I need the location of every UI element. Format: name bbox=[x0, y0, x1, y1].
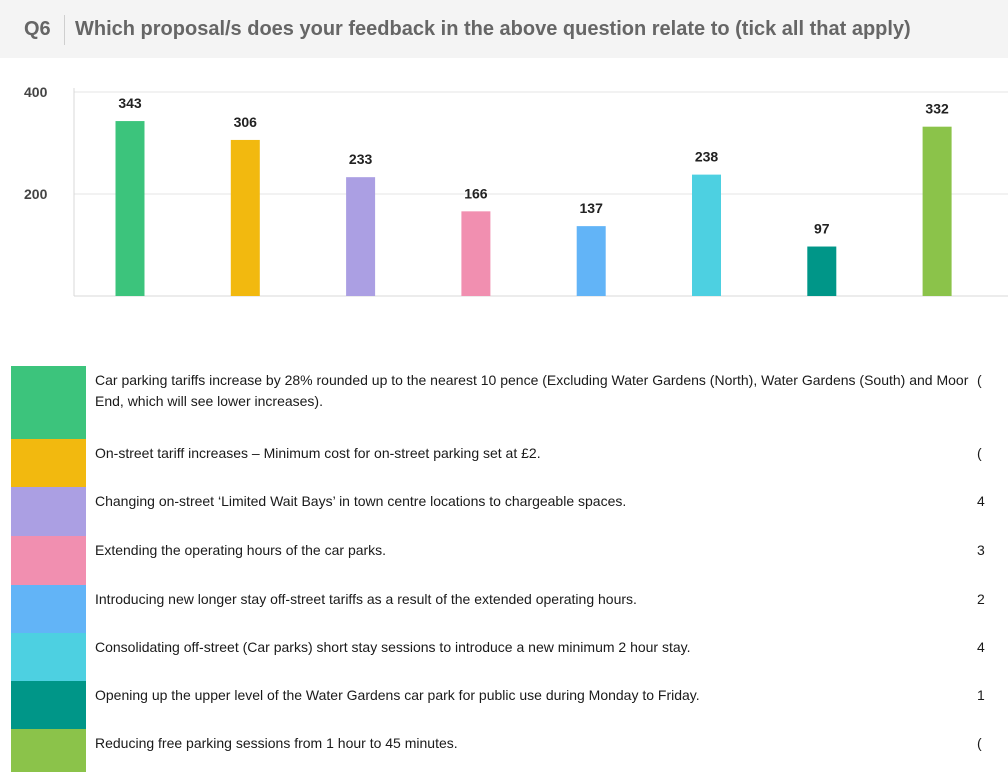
legend-swatch bbox=[11, 729, 86, 772]
legend-item: Consolidating off-street (Car parks) sho… bbox=[11, 633, 1008, 681]
bar-value-label: 137 bbox=[580, 200, 604, 216]
legend-count: ( bbox=[977, 735, 982, 751]
legend-swatch bbox=[11, 439, 86, 487]
legend-label: Consolidating off-street (Car parks) sho… bbox=[95, 639, 691, 655]
bar bbox=[230, 139, 260, 296]
bar-chart: 200 400 343 306 233 166 137 238 97 332 bbox=[24, 84, 1008, 297]
question-number: Q6 bbox=[24, 18, 51, 40]
legend-item: On-street tariff increases – Minimum cos… bbox=[11, 439, 1008, 487]
bar bbox=[807, 246, 837, 296]
legend-count: ( bbox=[977, 372, 982, 388]
legend-label: Extending the operating hours of the car… bbox=[95, 542, 387, 558]
legend-label: On-street tariff increases – Minimum cos… bbox=[95, 445, 541, 461]
legend-item: Extending the operating hours of the car… bbox=[11, 536, 1008, 585]
bar bbox=[692, 174, 721, 296]
legend-count: ( bbox=[977, 445, 982, 461]
legend-swatch bbox=[11, 487, 86, 536]
question-header: Q6 Which proposal/s does your feedback i… bbox=[0, 0, 1008, 58]
legend-label: Introducing new longer stay off-street t… bbox=[95, 591, 637, 607]
legend-label: Reducing free parking sessions from 1 ho… bbox=[95, 735, 458, 751]
legend-count: 4 bbox=[977, 639, 985, 655]
legend-count: 3 bbox=[977, 542, 985, 558]
legend-count: 4 bbox=[977, 493, 985, 509]
legend-label: Opening up the upper level of the Water … bbox=[95, 687, 700, 703]
bar-value-label: 233 bbox=[349, 151, 373, 167]
bar-value-label: 343 bbox=[118, 95, 142, 111]
bar bbox=[461, 211, 491, 296]
header-divider bbox=[64, 15, 65, 45]
question-text: Which proposal/s does your feedback in t… bbox=[75, 18, 911, 40]
bar-value-label: 332 bbox=[925, 101, 949, 117]
bar-value-label: 306 bbox=[234, 114, 258, 130]
legend-swatch bbox=[11, 633, 86, 681]
legend-item: Reducing free parking sessions from 1 ho… bbox=[11, 729, 1008, 772]
legend-swatch bbox=[11, 366, 86, 439]
bar-value-label: 97 bbox=[814, 221, 830, 237]
legend-count: 2 bbox=[977, 591, 985, 607]
bar-value-label: 166 bbox=[464, 185, 488, 201]
legend-count: 1 bbox=[977, 687, 985, 703]
legend-item: Changing on-street ‘Limited Wait Bays’ i… bbox=[11, 487, 1008, 536]
y-tick-label: 400 bbox=[24, 84, 48, 100]
bar bbox=[115, 121, 145, 296]
legend-item: Opening up the upper level of the Water … bbox=[11, 681, 1008, 729]
legend-item: Car parking tariffs increase by 28% roun… bbox=[11, 366, 1008, 439]
legend-swatch bbox=[11, 585, 86, 633]
legend-label: Car parking tariffs increase by 28% roun… bbox=[95, 372, 969, 409]
legend-swatch bbox=[11, 681, 86, 729]
legend-item: Introducing new longer stay off-street t… bbox=[11, 585, 1008, 633]
bar bbox=[576, 226, 606, 296]
legend-swatch bbox=[11, 536, 86, 585]
bar-value-label: 238 bbox=[695, 149, 719, 165]
bar bbox=[346, 177, 376, 296]
y-tick-label: 200 bbox=[24, 186, 48, 202]
bar bbox=[922, 126, 952, 297]
legend-label: Changing on-street ‘Limited Wait Bays’ i… bbox=[95, 493, 627, 509]
